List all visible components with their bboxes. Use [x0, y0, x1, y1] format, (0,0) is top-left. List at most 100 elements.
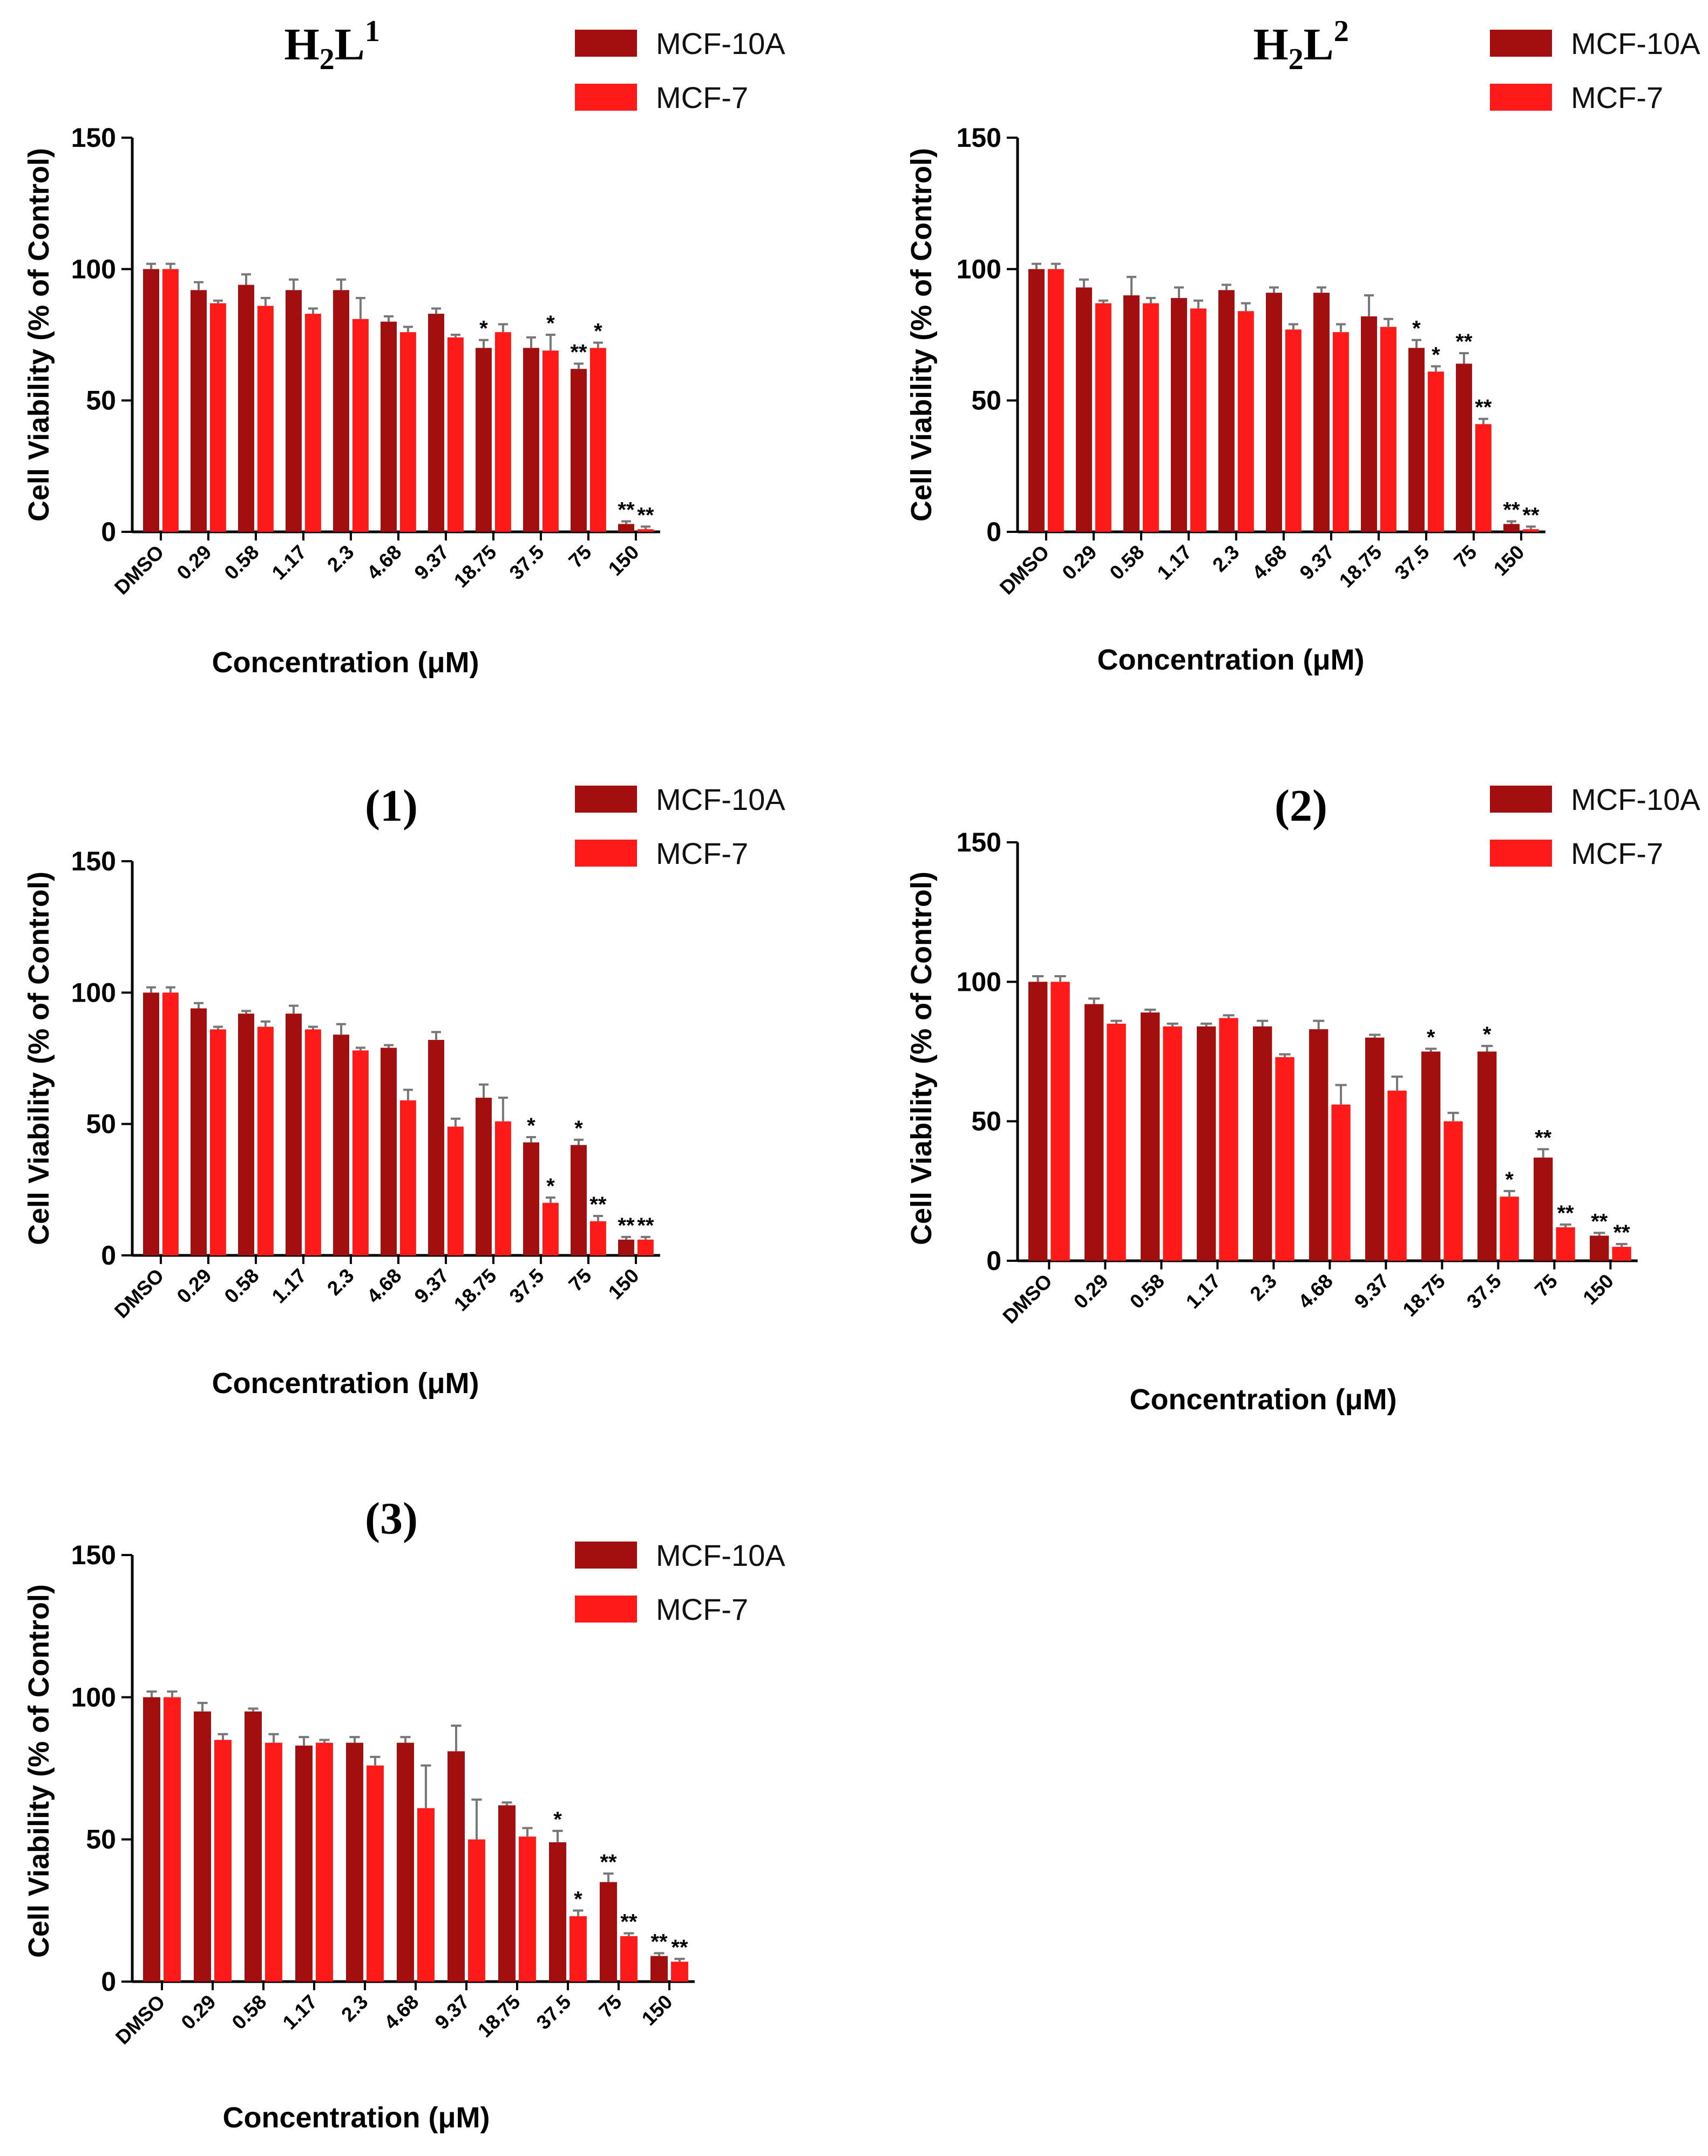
significance-label: **: [1503, 498, 1520, 522]
bar-mcf-10a-0.58: [238, 285, 254, 532]
error-bar: [1594, 1232, 1605, 1236]
bar-mcf-7-1.17: [304, 1029, 321, 1255]
x-tick-label: DMSO: [999, 1270, 1056, 1328]
bar-mcf-7-0.29: [214, 1740, 232, 1982]
bar-mcf-10a-0.29: [191, 1008, 207, 1255]
bar-mcf-10a-150: [618, 524, 634, 532]
error-bar: [501, 1801, 512, 1806]
legend-label-mcf-7: MCF-7: [656, 836, 748, 870]
x-tick-label: 37.5: [532, 1991, 575, 2034]
legend-label-mcf-10a: MCF-10A: [1571, 782, 1700, 816]
legend-swatch-mcf-10a: [575, 30, 637, 57]
bar-mcf-7-75: [1556, 1227, 1575, 1261]
significance-label: **: [589, 1193, 607, 1216]
error-bar: [308, 1025, 318, 1030]
bar-mcf-10a-2.3: [1253, 1026, 1272, 1261]
x-tick-label: 1.17: [1153, 541, 1196, 584]
title-superscript: 2: [1334, 15, 1349, 48]
error-bar: [1459, 352, 1469, 364]
bar-mcf-10a-37.5: [1408, 348, 1425, 532]
error-bar: [1054, 975, 1066, 982]
bar-mcf-10a-4.68: [381, 1047, 397, 1255]
bar-mcf-10a-0.58: [245, 1711, 262, 1982]
x-tick-label: 2.3: [1246, 1270, 1281, 1305]
bar-mcf-10a-75: [571, 1145, 587, 1255]
y-tick-label: 50: [971, 386, 1001, 416]
error-bar: [248, 1707, 259, 1712]
x-tick-label: 37.5: [1462, 1270, 1506, 1313]
x-tick-label: 37.5: [505, 1265, 548, 1308]
bar-mcf-10a-1.17: [295, 1745, 313, 1982]
x-tick-label: DMSO: [110, 541, 168, 599]
title-main-2: L: [1304, 19, 1334, 70]
bar-mcf-10a-9.37: [448, 1751, 465, 1982]
significance-label: *: [1505, 1168, 1514, 1192]
chart-title: H2L2: [1253, 15, 1348, 76]
significance-label: **: [1591, 1209, 1608, 1233]
bar-mcf-7-37.5: [569, 1916, 587, 1982]
bar-mcf-7-1.17: [304, 314, 321, 532]
chart-title: (2): [1275, 781, 1327, 831]
significance-label: *: [1427, 1025, 1435, 1049]
error-bar: [1201, 1022, 1212, 1026]
x-tick-label: 150: [1578, 1270, 1618, 1309]
error-bar: [1336, 323, 1346, 333]
title-subscript: 2: [320, 43, 335, 76]
error-bar: [450, 1117, 460, 1127]
error-bar: [1079, 278, 1089, 288]
bar-mcf-10a-18.75: [1421, 1051, 1441, 1261]
bar-mcf-7-18.75: [1443, 1121, 1463, 1261]
bar-mcf-7-DMSO: [1047, 269, 1064, 532]
significance-label: **: [1557, 1201, 1574, 1225]
error-bar: [640, 525, 650, 530]
x-tick-label: 9.37: [431, 1991, 474, 2034]
bar-mcf-10a-2.3: [346, 1742, 363, 1982]
error-bar: [1411, 339, 1421, 348]
x-tick-label: 0.58: [220, 541, 263, 584]
error-bar: [349, 1736, 360, 1743]
chart-panel-5: (3) MCF-10A MCF-7 Cell Viability (% of Cont…: [23, 1493, 785, 2134]
bar-mcf-10a-18.75: [476, 348, 492, 532]
error-bar: [1560, 1223, 1571, 1227]
error-bar: [1335, 1084, 1347, 1105]
bar-mcf-7-9.37: [1332, 332, 1349, 532]
bar-mcf-7-150: [637, 1239, 654, 1255]
error-bar: [478, 339, 489, 348]
error-bar: [623, 1932, 634, 1936]
bar-mcf-10a-9.37: [428, 1039, 444, 1255]
bar-mcf-7-9.37: [447, 1126, 464, 1255]
bar-mcf-10a-75: [571, 369, 587, 532]
y-axis-label: Cell Viability (% of Control): [905, 871, 938, 1245]
y-tick-label: 50: [86, 386, 116, 416]
bar-mcf-10a-DMSO: [1028, 269, 1045, 532]
bar-mcf-10a-1.17: [286, 290, 302, 532]
bar-mcf-10a-18.75: [476, 1098, 492, 1255]
bar-mcf-7-37.5: [1500, 1197, 1519, 1261]
y-tick-label: 100: [71, 1682, 116, 1712]
error-bar: [1288, 323, 1298, 330]
error-bar: [1481, 1045, 1493, 1052]
error-bar: [1269, 286, 1279, 293]
legend-swatch-mcf-7: [1490, 840, 1552, 867]
bar-mcf-10a-0.58: [1141, 1012, 1160, 1261]
x-axis-label: Concentration (μM): [212, 646, 479, 679]
x-tick-label: 4.68: [380, 1991, 423, 2034]
bar-mcf-7-18.75: [1380, 327, 1397, 532]
error-bar: [552, 1829, 563, 1842]
bar-mcf-7-9.37: [1387, 1090, 1407, 1261]
error-bar: [498, 1097, 508, 1121]
bar-mcf-7-37.5: [542, 350, 559, 532]
x-tick-label: 0.29: [177, 1991, 220, 2034]
bar-mcf-10a-75: [600, 1882, 617, 1982]
legend-label-mcf-10a: MCF-10A: [656, 1538, 785, 1572]
error-bar: [213, 299, 223, 303]
error-bar: [1316, 286, 1326, 293]
bar-mcf-7-18.75: [494, 332, 511, 532]
x-tick-label: 9.37: [410, 1265, 453, 1308]
error-bar: [1503, 1189, 1515, 1197]
title-main: H: [284, 19, 319, 70]
error-bar: [545, 334, 555, 351]
bar-mcf-10a-2.3: [1218, 290, 1235, 532]
error-bar: [478, 1083, 489, 1098]
